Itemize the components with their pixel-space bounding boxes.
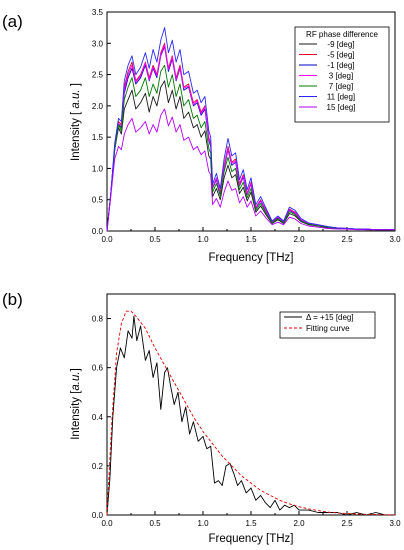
x-tick-label: 2.0 xyxy=(293,519,305,528)
legend-entry-label: 3 [deg] xyxy=(329,72,353,81)
x-axis-label-a: Frequency [THz] xyxy=(209,252,294,264)
legend-a: RF phase difference -9 [deg] -5 [deg]-1 [… xyxy=(294,26,390,123)
x-axis-a: 0.0 0.5 1.0 1.5 2.0 2.5 3.0 xyxy=(101,227,401,244)
legend-entry-label: -1 [deg] xyxy=(327,61,354,70)
series-line xyxy=(106,108,395,232)
panel-label-a: (a) xyxy=(2,12,23,31)
series-line xyxy=(106,80,395,232)
y-tick-label: 1.5 xyxy=(92,133,104,142)
legend-box-a xyxy=(294,26,390,123)
y-tick-label: 0.0 xyxy=(92,511,104,520)
series-line xyxy=(106,27,395,232)
x-tick-label: 1.5 xyxy=(245,235,257,244)
x-axis-label-b: Frequency [THz] xyxy=(209,533,294,545)
series-line xyxy=(106,44,395,232)
x-tick-label: 3.0 xyxy=(389,235,401,244)
y-axis-label-a: Intensity [ a.u. ] xyxy=(70,83,82,161)
x-axis-b: 0.0 0.5 1.0 1.5 2.0 2.5 3.0 xyxy=(101,511,401,528)
x-tick-label: 0.5 xyxy=(149,519,161,528)
x-tick-label: 3.0 xyxy=(389,519,401,528)
legend-entry-label: Fitting curve xyxy=(306,324,350,333)
y-tick-label: 0.0 xyxy=(92,227,104,236)
y-tick-label: 0.4 xyxy=(92,413,104,422)
x-tick-label: 2.5 xyxy=(341,235,353,244)
x-tick-label: 2.5 xyxy=(341,519,353,528)
series-group-b xyxy=(106,310,395,516)
y-tick-label: 1.0 xyxy=(92,164,104,173)
series-line xyxy=(106,310,395,516)
legend-entry-label: 15 [deg] xyxy=(327,103,356,112)
series-group-a xyxy=(106,27,395,232)
x-tick-label: 0.5 xyxy=(149,235,161,244)
y-tick-label: 3.5 xyxy=(92,8,104,17)
y-tick-label: 0.8 xyxy=(92,315,104,324)
legend-b: Δ = +15 [deg] Fitting curve xyxy=(279,311,376,339)
y-axis-label-a-prefix: Intensity [ xyxy=(70,109,82,161)
legend-entry-label: -9 [deg] xyxy=(327,40,354,49)
panel-b: (b) 0.0 0.5 1.0 1.5 2.0 2.5 3.0 0.0 0.2 0.4 0.6 0.… xyxy=(2,290,401,545)
series-line xyxy=(106,315,395,516)
legend-entry-label: 11 [deg] xyxy=(327,93,355,102)
y-axis-label-a-italic: a.u. xyxy=(70,89,82,108)
x-tick-label: 0.0 xyxy=(101,519,113,528)
x-tick-label: 1.0 xyxy=(197,235,209,244)
x-tick-label: 0.0 xyxy=(101,235,113,244)
y-axis-label-b: Intensity [a.u.] xyxy=(70,368,82,440)
y-tick-label: 0.5 xyxy=(92,196,104,205)
series-line xyxy=(106,64,395,232)
legend-entry-label: Δ = +15 [deg] xyxy=(306,313,354,322)
y-axis-label-b-prefix: Intensity [ xyxy=(70,390,82,440)
y-tick-label: 2.0 xyxy=(92,102,104,111)
y-tick-label: 0.2 xyxy=(92,462,104,471)
y-axis-a: 0.0 0.5 1.0 1.5 2.0 2.5 3.0 3.5 xyxy=(92,8,111,236)
x-tick-label: 1.0 xyxy=(197,519,209,528)
y-tick-label: 3.0 xyxy=(92,39,104,48)
y-tick-label: 2.5 xyxy=(92,71,104,80)
panel-a: (a) 0.0 0.5 1.0 1.5 2.0 2.5 3.0 0.0 0.5 1.0 1.5 2.… xyxy=(2,8,401,264)
legend-entry-label: -5 [deg] xyxy=(327,51,354,60)
x-tick-label: 1.5 xyxy=(245,519,257,528)
y-axis-label-b-italic: a.u. xyxy=(70,371,82,390)
legend-title-a: RF phase difference xyxy=(306,30,378,39)
y-axis-label-b-suffix: ] xyxy=(70,368,82,371)
legend-entry-label: 7 [deg] xyxy=(329,82,353,91)
y-axis-label-a-suffix: ] xyxy=(70,83,82,89)
y-tick-label: 0.6 xyxy=(92,364,104,373)
x-tick-label: 2.0 xyxy=(293,235,305,244)
legend-box-b xyxy=(279,311,376,339)
panel-label-b: (b) xyxy=(2,290,23,309)
